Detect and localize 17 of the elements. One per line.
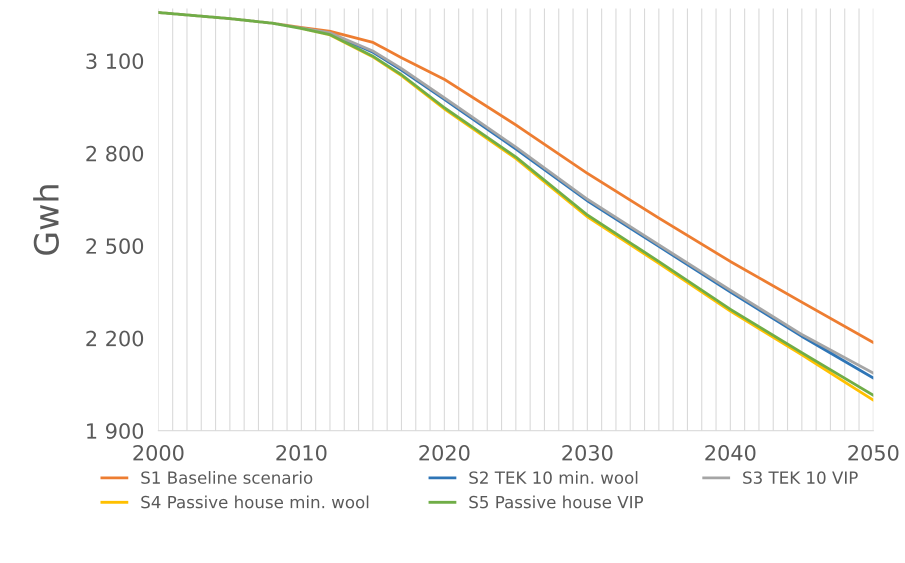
y-tick-label: 3 100: [86, 53, 144, 70]
y-tick-label: 2 500: [86, 238, 144, 254]
legend-label: S2 TEK 10 min. wool: [469, 471, 638, 484]
x-tick-label: 2030: [562, 444, 612, 461]
y-axis-title: Gwh: [33, 185, 59, 255]
x-tick-label: 2000: [133, 444, 184, 461]
x-tick-label: 2010: [276, 444, 326, 461]
y-tick-label: 1 900: [87, 423, 144, 439]
x-tick-label: 2050: [848, 444, 898, 461]
legend-label: S3 TEK 10 VIP: [743, 471, 858, 484]
y-tick-label: 2 200: [86, 330, 144, 346]
x-tick-label: 2020: [419, 444, 470, 461]
legend-label: S5 Passive house VIP: [469, 495, 644, 508]
x-tick-label: 2040: [705, 444, 756, 461]
legend-label: S1 Baseline scenario: [141, 471, 312, 484]
legend-label: S4 Passive house min. wool: [141, 495, 368, 508]
y-tick-label: 2 800: [86, 146, 144, 162]
